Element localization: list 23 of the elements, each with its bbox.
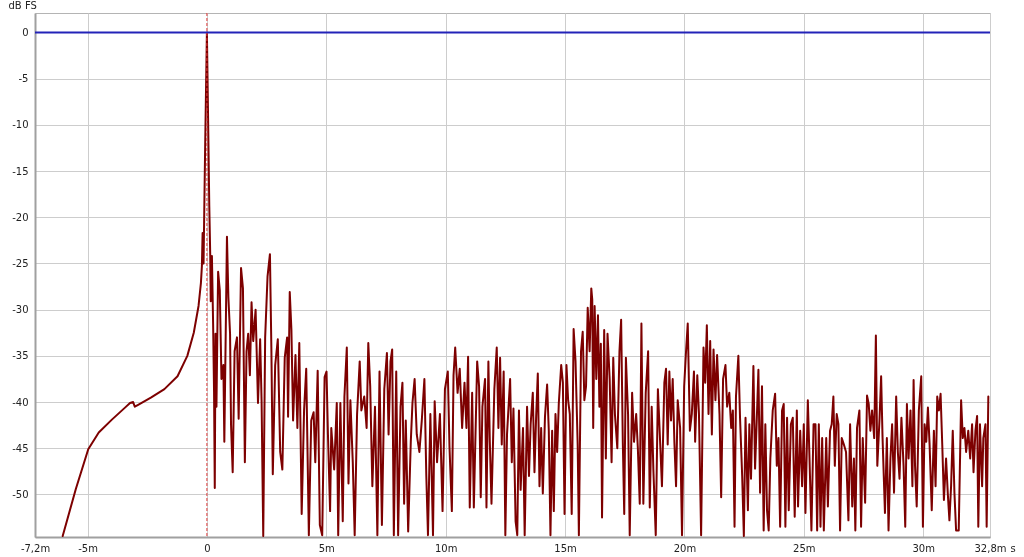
- y-tick-label: -5: [18, 73, 29, 85]
- y-tick-label: -30: [12, 304, 29, 316]
- y-tick-label: -50: [12, 488, 29, 500]
- y-tick-label: -45: [12, 442, 29, 454]
- x-tick-label: 10m: [434, 542, 458, 554]
- x-tick-label: -5m: [78, 542, 98, 554]
- y-tick-label: 0: [22, 26, 29, 38]
- x-tick-label: -7,2m: [20, 542, 51, 554]
- x-tick-label: 0: [204, 542, 211, 554]
- y-axis-title: dB FS: [8, 0, 37, 11]
- y-tick-label: -25: [12, 257, 29, 269]
- x-tick-label: 25m: [793, 542, 816, 554]
- y-tick-label: -20: [12, 211, 29, 223]
- y-tick-label: -15: [12, 165, 29, 177]
- x-axis-title: s: [1010, 542, 1016, 554]
- x-tick-label: 30m: [912, 542, 935, 554]
- x-tick-label: 15m: [554, 542, 577, 554]
- x-tick-label: 20m: [673, 542, 697, 554]
- y-tick-label: -40: [12, 396, 29, 408]
- y-tick-label: -10: [12, 119, 29, 131]
- y-tick-label: -35: [12, 350, 29, 362]
- x-tick-label: 32,8m: [974, 542, 1007, 554]
- x-tick-label: 5m: [318, 542, 335, 554]
